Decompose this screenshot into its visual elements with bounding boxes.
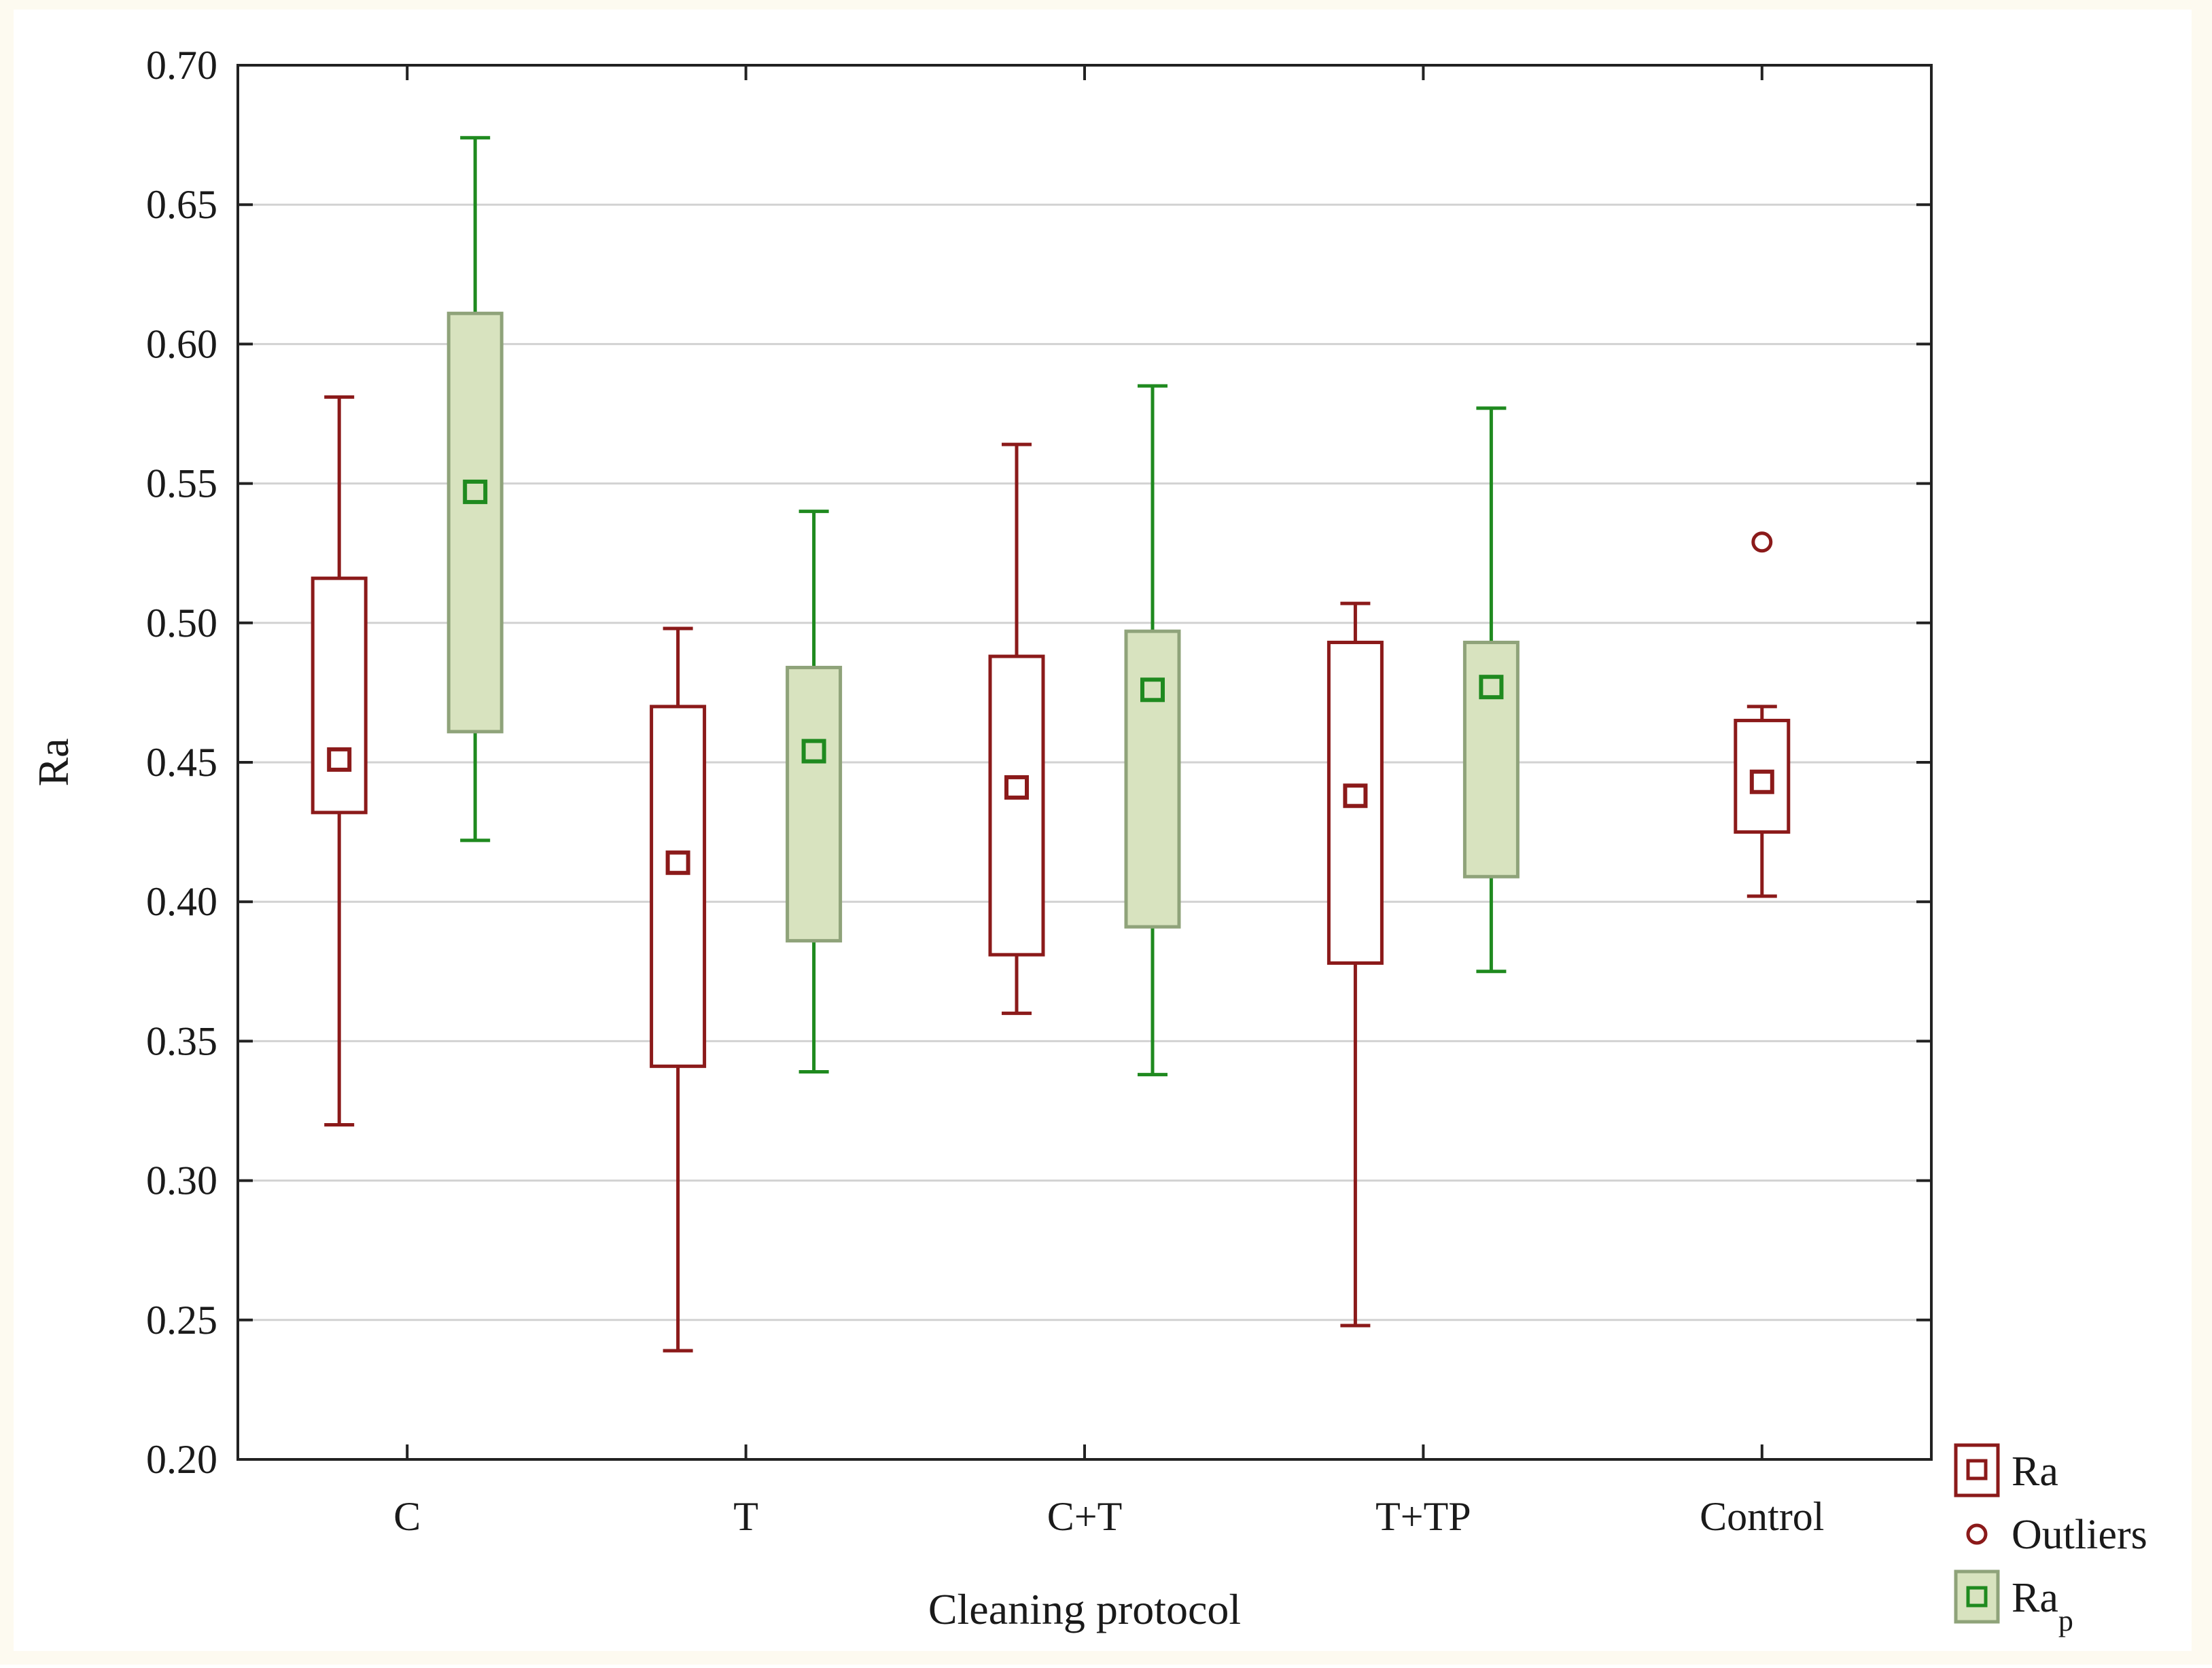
y-tick-label: 0.55 xyxy=(146,461,217,506)
x-tick-label: C xyxy=(393,1494,421,1539)
median-marker xyxy=(463,479,488,504)
y-axis-title: Ra xyxy=(29,738,77,786)
outlier-point xyxy=(1751,531,1773,553)
box-ra-c-plus-t xyxy=(988,442,1045,1015)
legend-rap-label: Rap xyxy=(2012,1575,2073,1637)
y-tick-label: 0.25 xyxy=(146,1298,217,1343)
y-tick-label: 0.70 xyxy=(146,43,217,88)
box-iqr xyxy=(786,665,843,943)
legend-ra-label: Ra xyxy=(2012,1449,2058,1495)
median-marker xyxy=(801,739,826,764)
box-ra-c xyxy=(311,395,368,1127)
box-iqr xyxy=(1327,641,1384,965)
outliers xyxy=(1751,531,1773,553)
legend-outlier-marker xyxy=(1966,1523,1988,1545)
median-marker xyxy=(1004,775,1029,800)
median-marker xyxy=(1343,783,1368,809)
y-tick-label: 0.60 xyxy=(146,321,217,366)
legend-rap-sub: p xyxy=(2058,1604,2073,1637)
legend: Ra Outliers Rap xyxy=(1954,1443,2147,1637)
box-iqr xyxy=(446,311,504,734)
median-marker xyxy=(1479,675,1504,700)
legend-item-rap: Rap xyxy=(1954,1569,2073,1637)
x-tick-label: C+T xyxy=(1047,1494,1123,1539)
y-tick-label: 0.45 xyxy=(146,740,217,785)
box-rap-t xyxy=(786,510,843,1074)
legend-rap-marker xyxy=(1966,1586,1988,1608)
grid-lines xyxy=(238,203,1931,1321)
median-marker xyxy=(327,747,352,772)
box-series xyxy=(311,136,1791,1353)
box-ra-t-plus-tp xyxy=(1327,601,1384,1328)
legend-rap-main: Ra xyxy=(2012,1575,2058,1621)
series-rap xyxy=(446,136,1520,1077)
y-tick-label: 0.35 xyxy=(146,1018,217,1063)
box-ra-t xyxy=(650,626,707,1353)
plot-panel-background xyxy=(14,10,2192,1651)
box-rap-c xyxy=(446,136,504,842)
y-tick-label: 0.50 xyxy=(146,601,217,645)
median-marker xyxy=(1749,769,1774,794)
box-rap-t-plus-tp xyxy=(1462,406,1520,974)
x-tick-label: T+TP xyxy=(1375,1494,1471,1539)
legend-item-outliers: Outliers xyxy=(1966,1512,2147,1558)
series-ra xyxy=(311,395,1791,1353)
legend-item-ra: Ra xyxy=(1954,1443,2058,1497)
box-iqr xyxy=(311,576,368,815)
legend-outliers-label: Outliers xyxy=(2012,1512,2147,1558)
legend-ra-marker xyxy=(1966,1459,1988,1480)
median-marker xyxy=(665,850,690,875)
x-axis-title: Cleaning protocol xyxy=(928,1585,1241,1633)
y-tick-label: 0.30 xyxy=(146,1158,217,1203)
box-ra-control xyxy=(1734,705,1791,898)
x-tick-label: T xyxy=(733,1494,758,1539)
box-rap-c-plus-t xyxy=(1124,384,1181,1077)
y-tick-label: 0.65 xyxy=(146,182,217,227)
median-marker xyxy=(1140,677,1165,703)
box-iqr xyxy=(650,705,707,1068)
box-iqr xyxy=(1124,629,1181,929)
y-tick-label: 0.20 xyxy=(146,1437,217,1482)
y-tick-label: 0.40 xyxy=(146,879,217,924)
axes: 0.20 0.25 0.30 0.35 0.40 0.45 0.50 0.55 0.60 0.65… xyxy=(146,43,1931,1539)
x-tick-label: Control xyxy=(1700,1494,1824,1539)
box-iqr xyxy=(988,654,1045,957)
